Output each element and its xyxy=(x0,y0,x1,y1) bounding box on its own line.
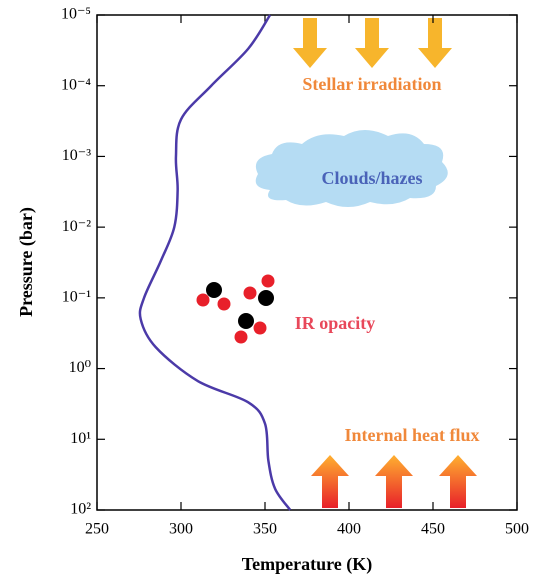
molecules xyxy=(196,274,275,344)
x-tick-label: 250 xyxy=(85,521,109,538)
y-tick-label: 10⁰ xyxy=(69,359,91,376)
y-tick-label: 10⁻² xyxy=(62,218,91,235)
plot-frame xyxy=(96,14,518,511)
annotation: Internal heat flux xyxy=(345,425,480,445)
annotation: IR opacity xyxy=(295,313,376,333)
x-tick-label: 400 xyxy=(337,521,361,538)
y-axis-label: Pressure (bar) xyxy=(16,207,37,317)
x-tick-label: 450 xyxy=(421,521,445,538)
x-tick-label: 300 xyxy=(169,521,193,538)
x-tick-label: 500 xyxy=(505,521,529,538)
profile-line xyxy=(138,14,292,511)
down-arrows xyxy=(293,18,452,68)
annotation: Clouds/hazes xyxy=(321,168,422,188)
decorations xyxy=(196,18,477,508)
y-tick-label: 10⁻¹ xyxy=(62,289,91,306)
annotation: Stellar irradiation xyxy=(302,74,441,94)
y-tick-label: 10⁻³ xyxy=(62,147,91,164)
cloud xyxy=(255,130,448,207)
y-tick-label: 10⁻⁴ xyxy=(61,76,91,93)
up-arrows xyxy=(311,455,477,508)
x-axis-label: Temperature (K) xyxy=(242,554,372,575)
y-tick-label: 10² xyxy=(70,501,91,518)
x-tick-label: 350 xyxy=(253,521,277,538)
y-tick-label: 10⁻⁵ xyxy=(61,6,91,23)
y-tick-label: 10¹ xyxy=(70,430,91,447)
